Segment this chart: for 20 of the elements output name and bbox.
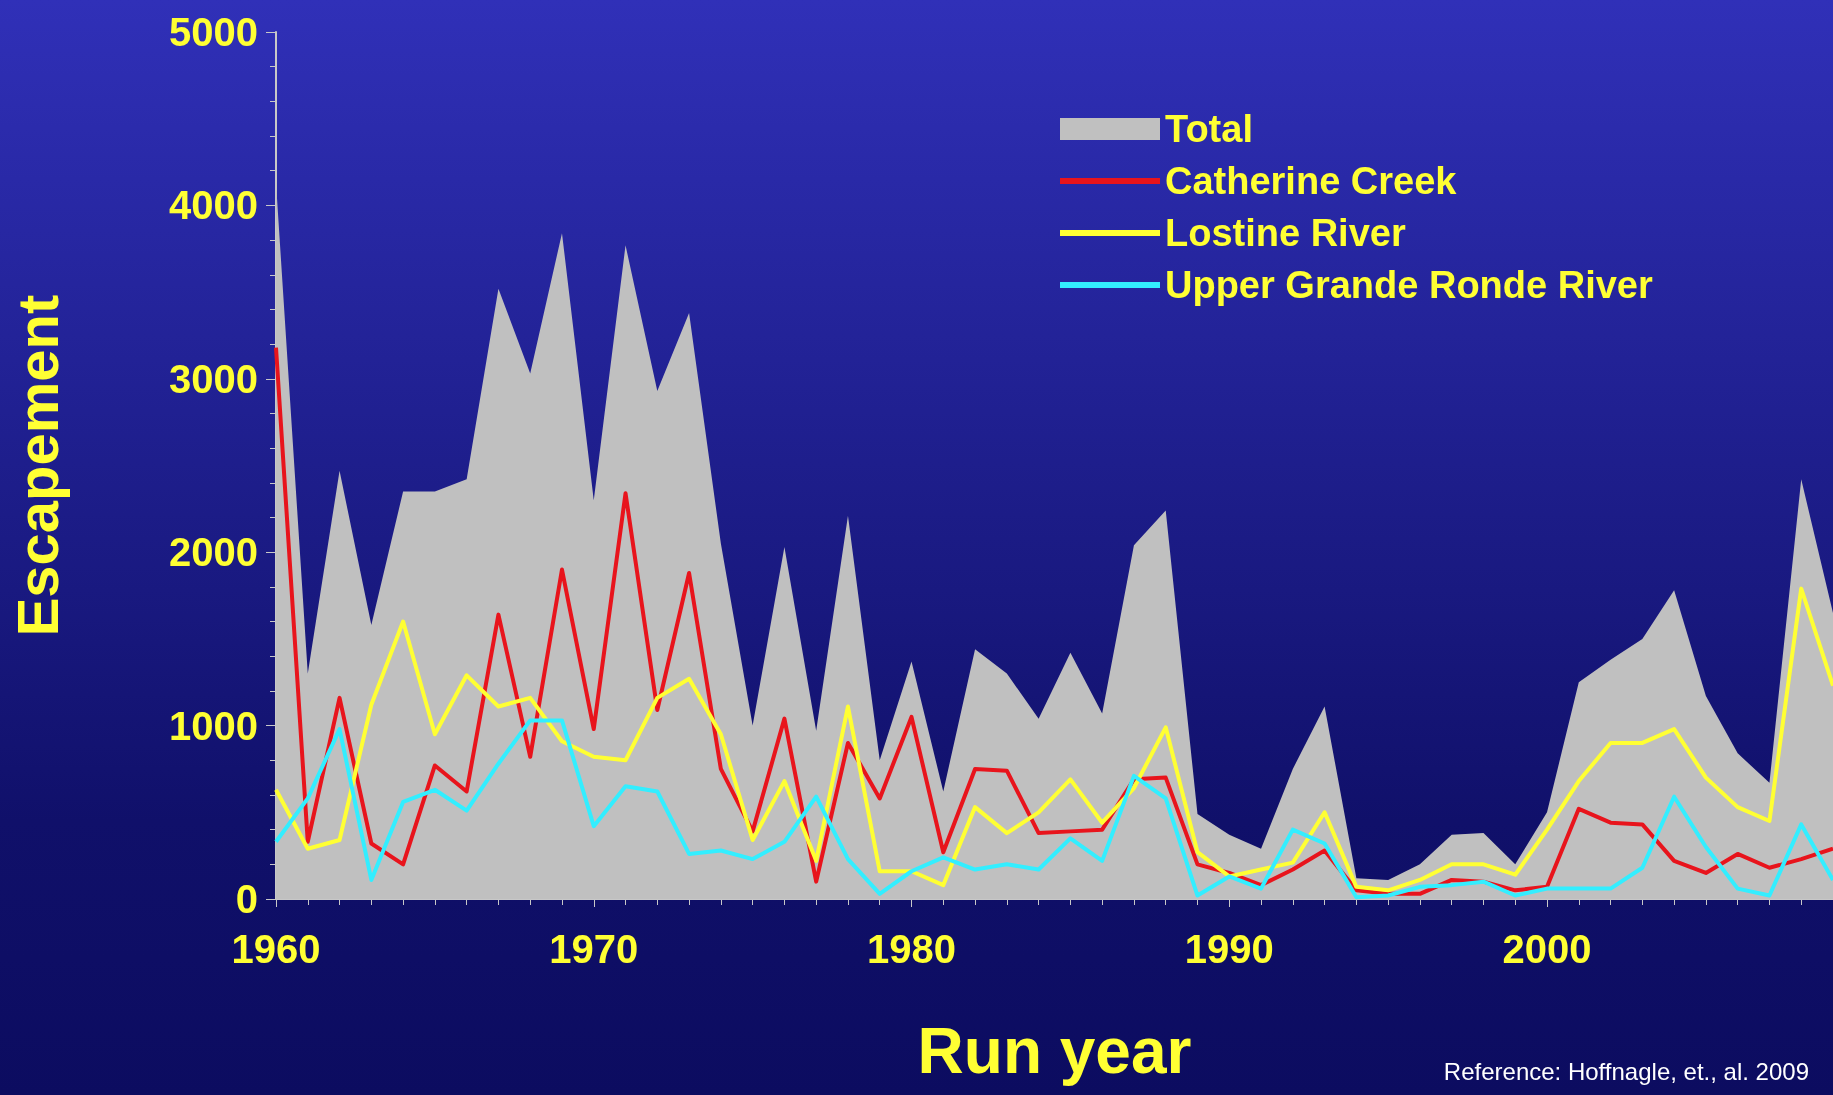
legend-label: Lostine River	[1165, 212, 1406, 254]
line-series	[274, 345, 1833, 896]
x-tick-label: 1960	[231, 927, 321, 971]
x-axis-title: Run year	[917, 1015, 1192, 1087]
legend-label: Total	[1165, 108, 1253, 150]
x-tick-label: 1980	[867, 927, 956, 971]
y-axis-title: Escapement	[4, 294, 70, 637]
y-tick-label: 3000	[169, 356, 258, 401]
y-tick-label: 2000	[169, 530, 258, 575]
y-tick-label: 4000	[169, 183, 258, 228]
y-tick-label: 5000	[169, 10, 258, 54]
x-tick-label: 1970	[549, 927, 639, 971]
x-tick-label: 1990	[1184, 927, 1274, 971]
legend-label: Catherine Creek	[1165, 160, 1458, 202]
text: Reference: Hoffnagle, et., al. 2009	[1443, 1057, 1810, 1085]
y-tick-label: 0	[235, 877, 258, 921]
x-tick-label: 2000	[1502, 927, 1592, 971]
line-series	[274, 586, 1833, 893]
y-tick-label: 1000	[169, 703, 258, 748]
legend-label: Upper Grande Ronde River	[1165, 264, 1653, 306]
